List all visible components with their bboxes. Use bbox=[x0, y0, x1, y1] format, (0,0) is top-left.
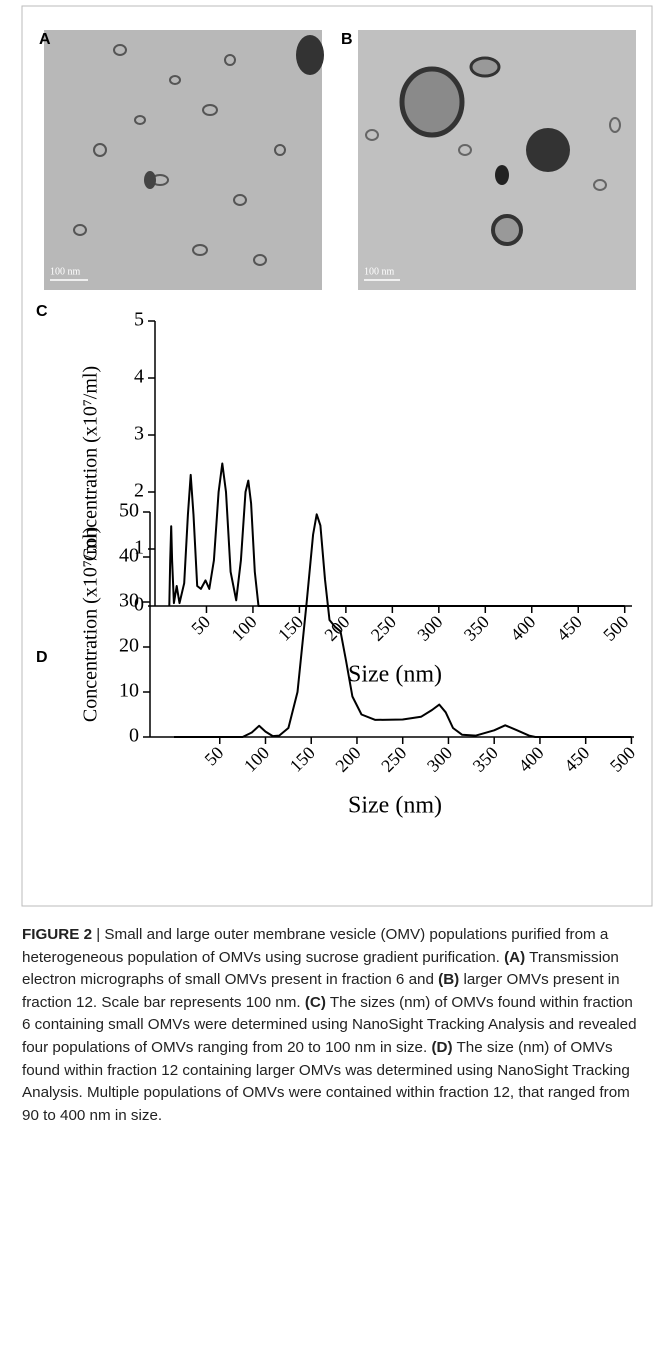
x-tick-label: 300 bbox=[423, 743, 456, 776]
y-tick-label: 3 bbox=[134, 423, 144, 445]
caption-text: (D) bbox=[431, 1038, 453, 1056]
x-tick-label: 450 bbox=[560, 743, 593, 776]
x-tick-label: 200 bbox=[331, 743, 364, 776]
caption-text: (C) bbox=[304, 993, 326, 1011]
x-tick-label: 150 bbox=[286, 743, 319, 776]
x-tick-label: 100 bbox=[240, 743, 273, 776]
y-axis-label: Concentration (x10⁷/ml) bbox=[80, 366, 102, 561]
y-tick-label: 40 bbox=[119, 545, 139, 567]
y-tick-label: 5 bbox=[134, 309, 144, 331]
micrograph-b bbox=[358, 30, 636, 290]
data-line bbox=[174, 513, 632, 738]
caption-text: The size (nm) of OMVs found within fract… bbox=[22, 1038, 630, 1124]
panel-label: B bbox=[341, 31, 353, 48]
x-tick-label: 400 bbox=[506, 612, 539, 645]
x-axis-label: Size (nm) bbox=[348, 793, 442, 819]
caption-text: | Small and large outer membrane vesicle… bbox=[22, 926, 609, 966]
x-tick-label: 500 bbox=[599, 612, 632, 645]
micrograph-a bbox=[44, 30, 324, 290]
scale-bar-label: 100 nm bbox=[50, 266, 81, 277]
caption: FIGURE 2 | Small and large outer membran… bbox=[22, 924, 642, 1127]
x-tick-label: 100 bbox=[227, 612, 260, 645]
y-tick-label: 20 bbox=[119, 635, 139, 657]
y-tick-label: 30 bbox=[119, 590, 139, 612]
caption-text: The sizes (nm) of OMVs found within frac… bbox=[22, 993, 637, 1056]
x-axis-label: Size (nm) bbox=[348, 662, 442, 688]
scale-bar-label: 100 nm bbox=[364, 266, 395, 277]
y-tick-label: 0 bbox=[129, 725, 139, 747]
caption-text: (B) bbox=[438, 971, 460, 989]
y-tick-label: 4 bbox=[134, 366, 144, 388]
x-tick-label: 500 bbox=[606, 743, 639, 776]
y-tick-label: 2 bbox=[134, 480, 144, 502]
panel-label: A bbox=[39, 31, 51, 48]
y-tick-label: 0 bbox=[134, 594, 144, 616]
y-tick-label: 10 bbox=[119, 680, 139, 702]
caption-text: (A) bbox=[504, 948, 526, 966]
panel-label: C bbox=[36, 303, 48, 320]
caption-text: Transmission electron micrographs of sma… bbox=[22, 948, 619, 989]
y-tick-label: 1 bbox=[134, 537, 144, 559]
x-tick-label: 450 bbox=[553, 612, 586, 645]
x-tick-label: 300 bbox=[413, 612, 446, 645]
y-axis-label: Concentration (x10⁷/ml) bbox=[80, 527, 102, 722]
x-tick-label: 50 bbox=[201, 743, 228, 770]
x-tick-label: 350 bbox=[460, 612, 493, 645]
x-tick-label: 250 bbox=[367, 612, 400, 645]
y-tick-label: 50 bbox=[119, 500, 139, 522]
caption-text: larger OMVs present in fraction 12. Scal… bbox=[22, 971, 620, 1011]
data-line bbox=[168, 462, 625, 607]
x-tick-label: 50 bbox=[187, 612, 214, 639]
x-tick-label: 400 bbox=[514, 743, 547, 776]
panel-label: D bbox=[36, 649, 48, 666]
caption-text: FIGURE 2 bbox=[22, 926, 93, 943]
frame bbox=[21, 5, 653, 907]
x-tick-label: 250 bbox=[377, 743, 410, 776]
x-tick-label: 350 bbox=[469, 743, 502, 776]
